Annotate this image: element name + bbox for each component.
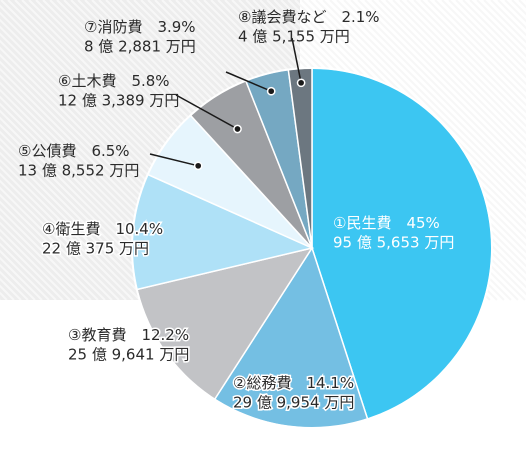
slice-label-1: ①民生費 45% 95 億 5,653 万円	[333, 214, 454, 252]
leader-dot-5	[193, 161, 203, 171]
texture-stripe	[0, 151, 148, 301]
texture-stripe	[0, 242, 57, 301]
texture-stripe	[399, 0, 526, 128]
leader-lines	[149, 37, 306, 171]
texture-stripe	[343, 0, 526, 184]
leader-dot-7	[266, 86, 276, 96]
texture-stripe	[455, 0, 526, 72]
texture-stripe	[0, 228, 71, 301]
slice-value: 29 億 9,954 万円	[233, 394, 354, 412]
leader-line-6	[175, 94, 238, 130]
texture-stripe	[329, 0, 526, 198]
texture-stripe	[0, 137, 162, 301]
texture-stripe	[0, 200, 99, 301]
slice-value: 4 億 5,155 万円	[238, 28, 350, 46]
leader-line-7	[225, 71, 272, 92]
leader-dot-6	[233, 124, 242, 134]
texture-stripe	[0, 130, 169, 301]
texture-stripe	[0, 186, 113, 301]
texture-stripe	[322, 0, 526, 205]
slice-label-6: ⑥土木費 5.8% 12 億 3,389 万円	[58, 72, 179, 110]
slice-name-percent: ⑦消防費 3.9%	[84, 18, 196, 36]
leader-line-8	[291, 37, 302, 83]
slice-label-3: ③教育費 12.2% 25 億 9,641 万円	[68, 326, 189, 364]
slice-value: 95 億 5,653 万円	[333, 234, 454, 252]
texture-stripe	[0, 214, 85, 301]
slice-name-percent: ⑤公債費 6.5%	[18, 142, 130, 160]
slice-label-8: ⑧議会費など 2.1% 4 億 5,155 万円	[238, 8, 380, 46]
leader-dot-8	[296, 78, 306, 88]
slice-labels: ①民生費 45% 95 億 5,653 万円 ②総務費 14.1% 29 億 9,95…	[18, 8, 454, 413]
slice-label-7: ⑦消防費 3.9% 8 億 2,881 万円	[84, 18, 196, 56]
texture-stripe	[469, 0, 526, 58]
texture-stripe	[357, 0, 526, 170]
slice-value: 8 億 2,881 万円	[84, 38, 196, 56]
texture-stripe	[0, 158, 141, 301]
texture-stripe	[0, 221, 78, 301]
texture-stripe	[378, 0, 526, 149]
texture-stripe	[427, 0, 526, 100]
texture-stripe	[441, 0, 526, 86]
texture-stripe	[0, 123, 176, 301]
slice-value: 12 億 3,389 万円	[58, 92, 179, 110]
texture-stripe	[0, 165, 134, 301]
texture-stripe	[350, 0, 526, 177]
texture-stripe	[462, 0, 526, 65]
slice-name-percent: ③教育費 12.2%	[68, 326, 189, 344]
texture-stripe	[448, 0, 526, 79]
slice-name-percent: ①民生費 45%	[333, 214, 440, 232]
texture-stripe	[413, 0, 526, 114]
texture-stripe	[315, 0, 526, 212]
texture-stripe	[385, 0, 526, 142]
texture-stripe	[0, 144, 155, 301]
texture-stripe	[406, 0, 526, 121]
texture-stripe	[336, 0, 526, 191]
slice-name-percent: ⑧議会費など 2.1%	[238, 8, 380, 26]
pie-slices	[131, 67, 493, 429]
texture-stripe	[364, 0, 526, 163]
texture-stripe	[434, 0, 526, 93]
slice-label-4: ④衛生費 10.4% 22 億 375 万円	[42, 220, 163, 258]
texture-stripe	[0, 193, 106, 301]
slice-value: 13 億 8,552 万円	[18, 162, 139, 180]
leader-line-5	[149, 153, 199, 167]
texture-stripe	[0, 172, 127, 301]
slice-value: 25 億 9,641 万円	[68, 346, 189, 364]
texture-stripe	[0, 179, 120, 301]
pie-outline	[131, 67, 493, 429]
slice-name-percent: ④衛生費 10.4%	[42, 220, 163, 238]
texture-stripe	[420, 0, 526, 107]
slice-label-5: ⑤公債費 6.5% 13 億 8,552 万円	[18, 142, 139, 180]
texture-stripe	[392, 0, 526, 135]
slice-name-percent: ⑥土木費 5.8%	[58, 72, 170, 90]
texture-stripe	[371, 0, 526, 156]
slice-name-percent: ②総務費 14.1%	[233, 374, 354, 392]
slice-value: 22 億 375 万円	[42, 240, 149, 258]
slice-label-2: ②総務費 14.1% 29 億 9,954 万円	[233, 374, 354, 412]
texture-stripe	[0, 207, 92, 301]
texture-stripe	[0, 235, 64, 301]
